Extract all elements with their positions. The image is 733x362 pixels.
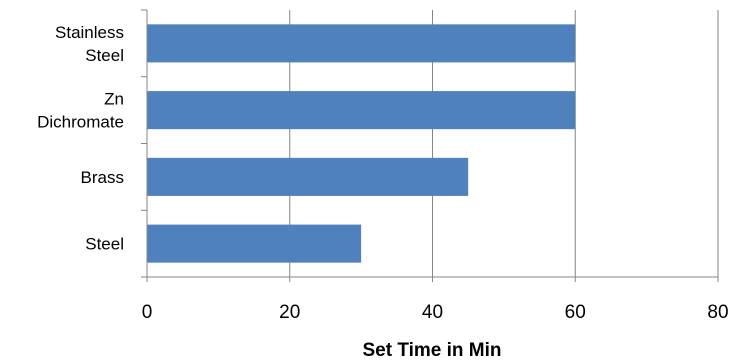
category-label-line: Steel: [85, 46, 124, 65]
category-label-line: Zn: [104, 90, 124, 109]
x-tick-label: 80: [707, 302, 728, 323]
category-label: Brass: [81, 168, 124, 187]
x-tick-label: 20: [279, 302, 300, 323]
bar-steel: [147, 224, 362, 263]
x-axis-title: Set Time in Min: [362, 340, 501, 361]
x-tick-labels: 0 20 40 60 80: [142, 302, 729, 323]
bars: [147, 24, 576, 263]
category-label-line: Dichromate: [37, 113, 124, 132]
x-tick-label: 40: [422, 302, 443, 323]
category-labels: Stainless Steel Zn Dichromate Brass Steel: [37, 23, 124, 254]
category-label-line: Stainless: [55, 23, 124, 42]
bar-stainless-steel: [147, 24, 576, 63]
category-label: Stainless Steel: [55, 23, 124, 65]
category-label: Zn Dichromate: [37, 90, 124, 132]
axes: [141, 9, 719, 282]
x-tick-label: 60: [565, 302, 586, 323]
category-label-line: Steel: [85, 235, 124, 254]
bar-brass: [147, 157, 469, 196]
category-label: Steel: [85, 235, 124, 254]
bar-zn-dichromate: [147, 91, 576, 130]
category-label-line: Brass: [81, 168, 124, 187]
x-tick-label: 0: [142, 302, 153, 323]
